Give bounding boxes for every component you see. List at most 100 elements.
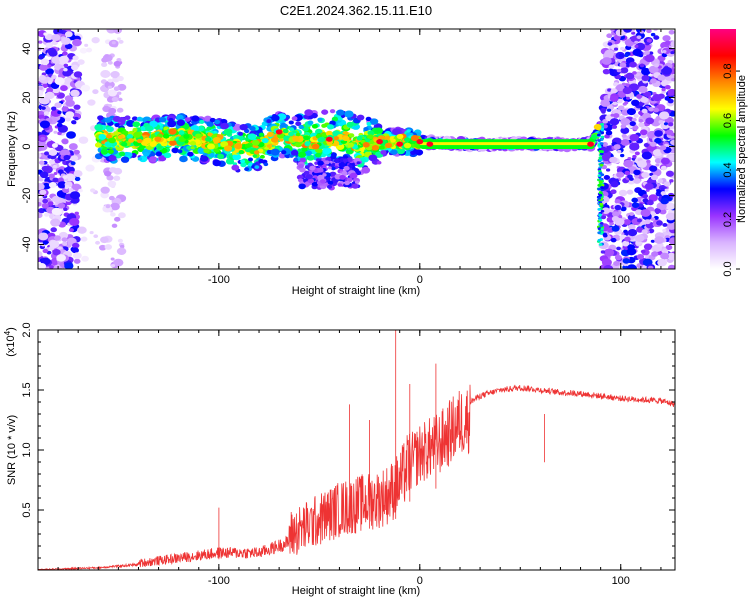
- spectrogram-cell: [587, 141, 594, 147]
- spectrogram-cell: [190, 146, 195, 150]
- spectrogram-cell: [660, 80, 669, 87]
- spectrogram-cell: [203, 148, 210, 154]
- spectrogram-cell: [113, 60, 122, 67]
- spectrogram-cell: [600, 150, 605, 154]
- spectrogram-cell: [39, 74, 46, 81]
- spectrogram-cell: [270, 148, 280, 156]
- spectrogram-cell: [666, 252, 675, 261]
- spectrogram-cell: [320, 179, 326, 184]
- spectrogram-cell: [591, 134, 598, 140]
- spectrogram-cell: [307, 120, 314, 126]
- spectrogram-cell: [317, 167, 324, 173]
- spectrogram-cell: [39, 96, 50, 105]
- spectrogram-cell: [628, 177, 634, 181]
- spectrogram-cell: [65, 99, 75, 107]
- spectrogram-cell: [325, 130, 334, 137]
- spectrogram-cell: [667, 88, 675, 96]
- snr-multiplier-exp: 4: [3, 330, 12, 335]
- spectrogram-cell: [217, 153, 225, 160]
- spectrogram-cell: [662, 50, 667, 54]
- spectrogram-cell: [637, 203, 644, 208]
- spectrogram-cell: [68, 188, 74, 192]
- snr-ticks: -100 0 100 0.5 1.0 1.5 2.0: [21, 322, 675, 587]
- spectrogram-cell: [143, 137, 152, 144]
- spectrogram-cell: [665, 129, 674, 136]
- spectrogram-cell: [642, 198, 649, 203]
- spectrogram-cell: [317, 117, 323, 122]
- spectrogram-cell: [114, 122, 120, 128]
- spectrogram-cell: [636, 253, 645, 260]
- colorbar-tick-label: 0.4: [722, 162, 734, 177]
- spectrogram-cell: [275, 129, 283, 135]
- spectrogram-cell: [62, 241, 68, 246]
- spectrogram-cell: [44, 91, 55, 100]
- spectrogram-cell: [629, 61, 637, 68]
- spectrogram-cells: [38, 29, 675, 269]
- spectrogram-cell: [626, 189, 634, 195]
- spectrogram-cell: [49, 265, 54, 269]
- spectrogram-cell: [652, 94, 662, 102]
- spectrogram-cell: [647, 265, 654, 269]
- spectrogram-cell: [619, 62, 627, 68]
- spectrogram-cell: [51, 143, 58, 148]
- spectrogram-cell: [116, 107, 124, 113]
- spectrogram-cell: [38, 40, 43, 44]
- spectrogram-cell: [232, 153, 242, 161]
- spectrogram-cell: [163, 152, 172, 159]
- spectrogram-cell: [46, 64, 52, 68]
- spectrogram-cell: [78, 188, 83, 193]
- spectrogram-cell: [186, 145, 191, 150]
- spectrogram-cell: [292, 135, 300, 142]
- spectrogram-cell: [39, 64, 48, 71]
- colorbar-tick-label: 0.0: [722, 261, 734, 276]
- spectrogram-cell: [642, 193, 649, 199]
- spectrogram-cell: [77, 226, 87, 234]
- spectrogram-cell: [206, 126, 212, 131]
- spectrogram-cell: [263, 162, 269, 167]
- spectrogram-cell: [632, 154, 637, 159]
- spectrogram-cell: [295, 132, 301, 137]
- spectrogram-y-tick-label: 40: [21, 42, 33, 54]
- spectrogram-cell: [117, 97, 123, 102]
- spectrogram-cell: [38, 202, 42, 207]
- spectrogram-cell: [665, 244, 673, 251]
- spectrogram-cell: [633, 169, 641, 176]
- spectrogram-cell: [177, 149, 183, 154]
- spectrogram-cell: [91, 36, 100, 44]
- spectrogram-cell: [600, 122, 604, 126]
- spectrogram-x-tick-label: 100: [612, 274, 630, 286]
- spectrogram-cell: [167, 120, 177, 128]
- spectrogram-cell: [634, 44, 639, 48]
- spectrogram-cell: [629, 133, 640, 142]
- spectrogram-cell: [390, 138, 396, 143]
- spectrogram-cell: [73, 71, 83, 78]
- spectrogram-cell: [629, 121, 636, 127]
- spectrogram-cell: [108, 155, 117, 162]
- spectrogram-cell: [51, 195, 61, 203]
- spectrogram-cell: [208, 152, 215, 158]
- spectrogram-cell: [660, 252, 670, 260]
- spectrogram-cell: [270, 136, 279, 143]
- spectrogram-cell: [635, 42, 646, 51]
- spectrogram-cell: [645, 42, 650, 46]
- chart-title: C2E1.2024.362.15.11.E10: [280, 3, 432, 18]
- spectrogram-cell: [349, 172, 358, 179]
- spectrogram-cell: [60, 85, 68, 92]
- spectrogram-cell: [281, 150, 287, 155]
- spectrogram-cell: [404, 137, 411, 143]
- spectrogram-cell: [634, 151, 640, 156]
- spectrogram-cell: [47, 201, 54, 206]
- spectrogram-cell: [598, 243, 603, 246]
- spectrogram-cell: [119, 244, 125, 249]
- spectrogram-cell: [40, 136, 46, 141]
- spectrogram-cell: [45, 42, 53, 49]
- spectrogram-cell: [616, 246, 621, 251]
- spectrogram-cell: [143, 152, 150, 157]
- spectrogram-cell: [356, 161, 361, 165]
- spectrogram-cell: [609, 95, 619, 102]
- spectrogram-cell: [48, 173, 55, 179]
- spectrogram-cell: [321, 123, 327, 128]
- spectrogram-cell: [596, 133, 601, 137]
- spectrogram-cell: [266, 131, 274, 137]
- spectrogram-cell: [304, 141, 312, 147]
